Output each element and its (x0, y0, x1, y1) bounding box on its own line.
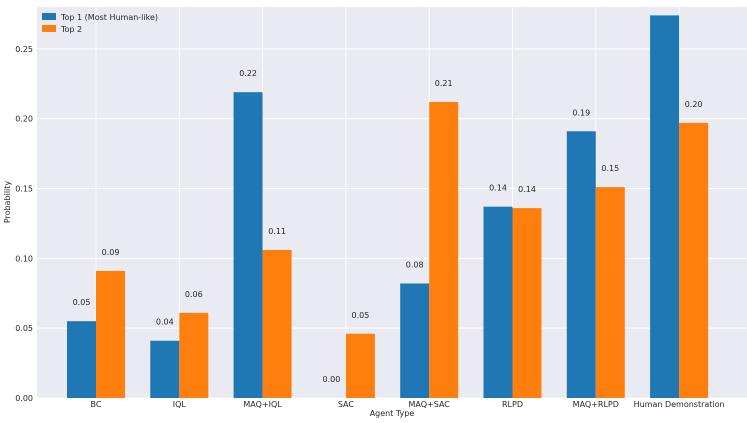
bar-top1 (566, 131, 596, 398)
y-axis-title: Probability (3, 181, 12, 224)
bar-top2 (179, 312, 209, 398)
y-tick-label: 0.15 (15, 185, 33, 194)
y-tick-label: 0.25 (15, 45, 33, 54)
x-tick-label: SAC (338, 400, 355, 409)
bar-value-label: 0.19 (572, 108, 590, 117)
bar-top2 (345, 333, 375, 398)
bar-value-labels: 0.05 0.04 0.22 0.00 0.08 0.14 0.19 0.27 0.09 0.06… (73, 0, 703, 384)
bar-value-label: 0.04 (156, 318, 174, 327)
legend-label-top2: Top 2 (60, 25, 82, 34)
bar-value-label: 0.14 (518, 185, 536, 194)
x-tick-label: RLPD (502, 400, 523, 409)
bar-top1 (233, 92, 263, 399)
y-axis-ticks: 0.00 0.05 0.10 0.15 0.20 0.25 (15, 45, 33, 403)
y-tick-label: 0.10 (15, 254, 33, 263)
bar-top1 (650, 15, 680, 399)
legend-swatch-top2 (42, 25, 56, 32)
bar-value-label: 0.11 (268, 227, 286, 236)
bar-top2 (595, 187, 625, 398)
bar-top1 (67, 321, 96, 398)
bar-value-label: 0.00 (322, 375, 340, 384)
x-axis-title: Agent Type (370, 409, 415, 418)
bar-value-label: 0.21 (435, 79, 453, 88)
bar-value-label: 0.05 (73, 298, 91, 307)
bar-value-label: 0.06 (185, 290, 203, 299)
x-tick-label: IQL (173, 400, 187, 409)
bar-value-label: 0.22 (239, 69, 257, 78)
bar-top1 (400, 283, 430, 398)
y-tick-label: 0.05 (15, 324, 33, 333)
x-axis-ticks: BC IQL MAQ+IQL SAC MAQ+SAC RLPD MAQ+RLPD Human … (91, 400, 725, 409)
bar-value-label: 0.15 (601, 164, 619, 173)
plot-area (37, 7, 747, 398)
bar-value-label: 0.08 (406, 260, 424, 269)
x-tick-label: MAQ+SAC (409, 400, 451, 409)
bar-top2 (96, 270, 125, 398)
bar-value-label: 0.20 (685, 100, 703, 109)
x-tick-label: MAQ+IQL (243, 400, 282, 409)
bar-value-label: 0.14 (489, 184, 507, 193)
bar-top1 (483, 206, 513, 398)
bar-value-label: 0.09 (102, 248, 120, 257)
y-tick-label: 0.00 (15, 394, 33, 403)
legend: Top 1 (Most Human-like) Top 2 (42, 13, 158, 34)
bars (67, 15, 709, 399)
x-tick-label: MAQ+RLPD (573, 400, 619, 409)
bar-value-label: 0.05 (351, 311, 369, 320)
x-tick-label: Human Demonstration (634, 400, 725, 409)
bar-top2 (679, 122, 709, 399)
bar-top2 (512, 208, 542, 398)
legend-swatch-top1 (42, 13, 56, 20)
bar-top2 (429, 101, 459, 398)
y-tick-label: 0.20 (15, 115, 33, 124)
bar-top1 (150, 340, 180, 398)
bar-top2 (262, 249, 292, 398)
legend-label-top1: Top 1 (Most Human-like) (60, 13, 158, 22)
x-tick-label: BC (91, 400, 102, 409)
bar-value-label: 0.27 (656, 0, 674, 1)
